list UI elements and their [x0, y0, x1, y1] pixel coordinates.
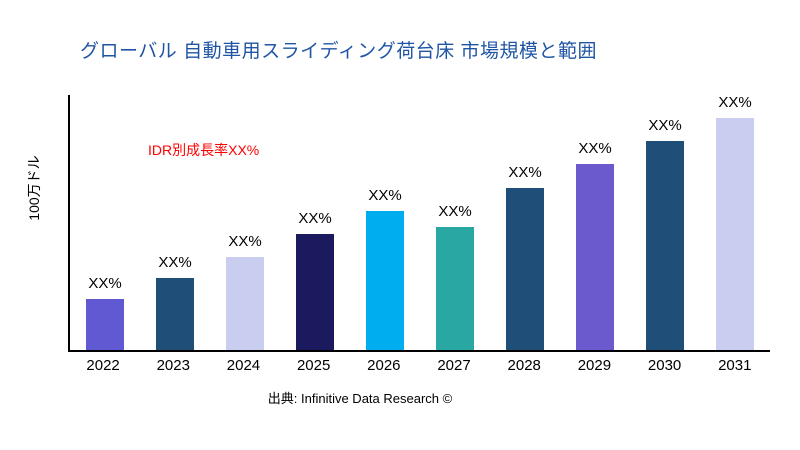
bar-value-label: XX% [578, 140, 612, 157]
bar [506, 188, 544, 350]
bar [296, 234, 334, 350]
bar [576, 164, 614, 350]
bar-series: XX% XX% XX% XX% XX% XX% XX% XX% XX% XX% [70, 94, 770, 350]
bar [366, 211, 404, 350]
bar-value-label: XX% [298, 210, 332, 227]
bar [646, 141, 684, 350]
bar-value-label: XX% [648, 117, 682, 134]
x-tick-label: 2022 [86, 357, 120, 374]
bar-group-2028: XX% [490, 164, 560, 350]
x-tick-label: 2029 [577, 357, 612, 374]
bar-value-label: XX% [368, 187, 402, 204]
bar-value-label: XX% [88, 275, 122, 292]
bar-value-label: XX% [158, 254, 192, 271]
bar [226, 257, 264, 350]
bar-value-label: XX% [718, 94, 752, 111]
bar-value-label: XX% [508, 164, 542, 181]
bar-group-2025: XX% [280, 210, 350, 350]
y-axis-label: 100万ドル [26, 155, 42, 221]
bar [716, 118, 754, 350]
bar-group-2030: XX% [630, 117, 700, 350]
x-tick-label: 2025 [296, 357, 331, 374]
bar-group-2024: XX% [210, 233, 280, 350]
x-tick-label: 2026 [367, 357, 401, 374]
plot-area: XX% XX% XX% XX% XX% XX% XX% XX% XX% XX% [68, 94, 770, 352]
x-tick-label: 2028 [507, 357, 541, 374]
bar-group-2027: XX% [420, 203, 490, 350]
bar [156, 278, 194, 350]
bar-group-2029: XX% [560, 140, 630, 350]
bar-group-2022: XX% [70, 275, 140, 350]
bar-value-label: XX% [438, 203, 472, 220]
bar [436, 227, 474, 350]
x-tick-label: 2030 [647, 357, 682, 374]
x-tick-label: 2023 [156, 357, 190, 374]
x-tick-label: 2027 [437, 357, 471, 374]
bar [86, 299, 124, 350]
bar-value-label: XX% [228, 233, 262, 250]
x-tick-label: 2024 [226, 357, 261, 374]
bar-group-2031: XX% [700, 94, 770, 350]
chart-title: グローバル 自動車用スライディング荷台床 市場規模と範囲 [80, 41, 598, 62]
bar-group-2026: XX% [350, 187, 420, 350]
x-tick-label: 2031 [718, 357, 752, 374]
bar-group-2023: XX% [140, 254, 210, 350]
source-text: 出典: Infinitive Data Research © [267, 391, 453, 406]
growth-rate-annotation: IDR別成長率XX% [148, 142, 260, 158]
x-axis-tick-row: 2022 2023 2024 2025 2026 2027 2028 2029 2030 2031 [68, 357, 770, 374]
